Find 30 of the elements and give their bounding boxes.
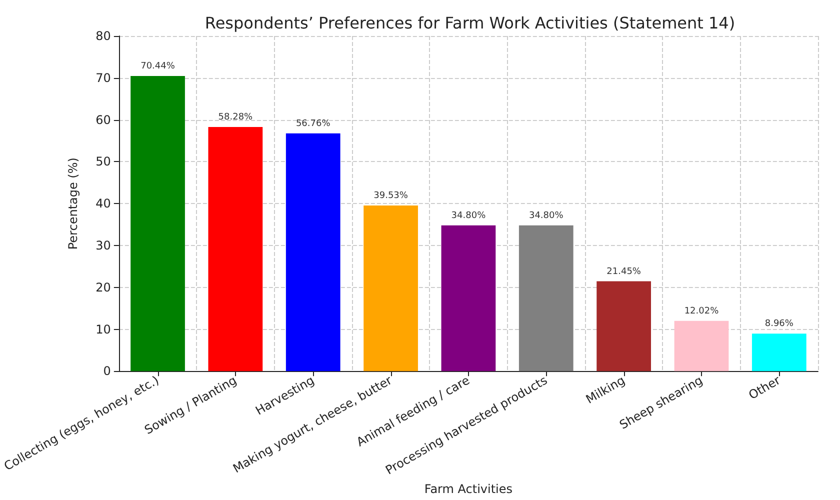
y-tick-label: 50 (96, 154, 111, 169)
bar (130, 76, 185, 372)
x-axis-title: Farm Activities (424, 482, 513, 496)
y-tick-label: 70 (96, 70, 111, 85)
data-label: 21.45% (606, 266, 642, 277)
bar (674, 320, 729, 372)
y-tick-label: 10 (96, 322, 111, 336)
data-label: 12.02% (684, 306, 720, 316)
bar (364, 206, 418, 372)
data-label: 8.96% (764, 319, 794, 330)
bar (208, 127, 263, 372)
bar (518, 225, 574, 372)
bar (596, 281, 651, 372)
data-label: 34.80% (528, 210, 564, 221)
y-tick-label: 30 (96, 238, 111, 252)
data-label: 34.80% (451, 210, 486, 221)
bar (752, 334, 806, 372)
chart-title: Respondents’ Preferences for Farm Work Activities (Statement 14) (204, 14, 736, 32)
y-tick-label: 20 (96, 280, 111, 294)
data-label: 70.44% (140, 62, 176, 72)
y-axis-title: Percentage (%) (66, 158, 80, 250)
data-label: 39.53% (374, 191, 408, 202)
y-tick-label: 60 (96, 112, 111, 127)
y-tick-label: 40 (96, 196, 111, 211)
data-label: 58.28% (218, 112, 254, 122)
y-tick-label: 80 (96, 29, 111, 43)
data-label: 56.76% (296, 118, 331, 129)
bar (441, 225, 496, 372)
y-tick-label: 0 (103, 364, 111, 378)
bar (286, 133, 340, 372)
